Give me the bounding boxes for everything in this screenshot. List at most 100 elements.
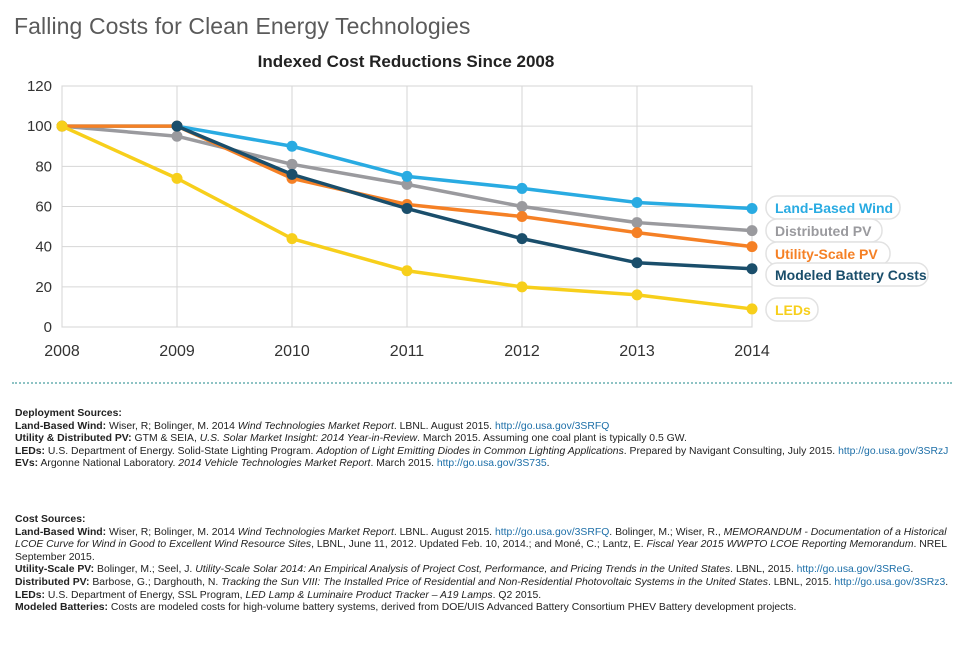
source-label: Land-Based Wind: — [15, 420, 107, 432]
source-label: Distributed PV: — [15, 576, 90, 588]
source-text: Adoption of Light Emitting Diodes in Com… — [316, 445, 624, 457]
data-point — [631, 217, 643, 229]
x-tick-label: 2013 — [619, 343, 655, 360]
source-link[interactable]: http://go.usa.gov/3S735 — [436, 458, 547, 470]
source-line: LEDs: U.S. Department of Energy. Solid-S… — [15, 446, 950, 459]
source-text: Barbose, G.; Darghouth, N. — [92, 576, 222, 588]
x-tick-label: 2011 — [390, 343, 425, 360]
source-link[interactable]: http://go.usa.gov/3SRzJ — [838, 445, 949, 457]
data-point — [171, 120, 183, 132]
chart-axes: 0 20 40 60 80 100 120 2008 2009 2010 2011 2012 2013 2… — [27, 78, 770, 360]
source-text: Wiser, R; Bolinger, M. 2014 — [109, 526, 238, 538]
source-link[interactable]: http://go.usa.gov/3SRFQ — [494, 420, 610, 432]
source-link[interactable]: http://go.usa.gov/3SReG — [796, 564, 911, 576]
source-label: EVs: — [15, 458, 39, 470]
source-text: . Prepared by Navigant Consulting, July … — [623, 445, 839, 457]
y-tick-label: 20 — [35, 279, 52, 296]
cost-sources: Cost Sources: Land-Based Wind: Wiser, R;… — [15, 514, 950, 615]
data-point — [631, 257, 643, 269]
source-text: Fiscal Year 2015 WWPTO LCOE Reporting Me… — [646, 539, 914, 551]
source-text: . — [546, 458, 550, 470]
legend-badge — [765, 262, 929, 287]
source-label: Modeled Batteries: — [15, 602, 108, 614]
chart-title: Indexed Cost Reductions Since 2008 — [258, 52, 555, 71]
legend-item: Utility-Scale PV — [765, 241, 891, 266]
section-divider — [12, 382, 952, 384]
data-point — [746, 303, 758, 315]
source-line: Modeled Batteries: Costs are modeled cos… — [15, 602, 950, 615]
chart-legend: Land-Based Wind Distributed PV Utility-Sca… — [765, 195, 929, 322]
source-text: . NREL September 2015. — [15, 539, 947, 563]
data-point — [746, 203, 758, 215]
data-point — [631, 196, 643, 208]
source-text: . — [945, 576, 949, 588]
data-point — [631, 289, 643, 301]
series-line — [175, 124, 754, 271]
source-line: Distributed PV: Barbose, G.; Darghouth, … — [15, 577, 950, 590]
x-tick-label: 2008 — [44, 343, 80, 360]
data-point — [746, 225, 758, 237]
legend-badge — [765, 297, 819, 322]
data-point — [286, 233, 298, 245]
cost-sources-heading: Cost Sources: — [15, 514, 86, 525]
legend-label: Utility-Scale PV — [775, 246, 878, 262]
chart-series — [56, 120, 758, 315]
legend-item: Land-Based Wind — [765, 195, 901, 220]
legend-label: Distributed PV — [775, 223, 872, 239]
legend-label: Land-Based Wind — [775, 200, 893, 216]
x-tick-label: 2010 — [274, 343, 310, 360]
source-link[interactable]: http://go.usa.gov/3SRFQ — [494, 526, 610, 538]
data-point — [171, 172, 183, 184]
source-text: 2014 Vehicle Technologies Market Report — [178, 458, 371, 470]
source-text: Utility-Scale Solar 2014: An Empirical A… — [195, 564, 731, 576]
line-chart: Indexed Cost Reductions Since 2008 0 20 40… — [27, 52, 929, 360]
source-line: EVs: Argonne National Laboratory. 2014 V… — [15, 458, 950, 471]
source-line: Land-Based Wind: Wiser, R; Bolinger, M. … — [15, 421, 950, 434]
source-text: MEMORANDUM - Documentation of a Historic… — [15, 526, 947, 551]
source-label: Utility & Distributed PV: — [15, 433, 132, 445]
source-text: . LBNL, 2015. — [730, 564, 797, 576]
source-text: . LBNL, 2015. — [767, 576, 835, 588]
x-tick-label: 2009 — [159, 343, 195, 360]
y-tick-label: 100 — [27, 118, 52, 135]
x-tick-label: 2012 — [504, 343, 540, 360]
y-tick-label: 80 — [35, 158, 52, 175]
data-point — [56, 120, 68, 132]
y-tick-label: 0 — [44, 319, 52, 336]
x-tick-label: 2014 — [734, 343, 770, 360]
data-point — [516, 201, 528, 212]
data-point — [286, 140, 298, 152]
data-point — [401, 178, 413, 190]
legend-item: LEDs — [765, 297, 819, 322]
source-text: U.S. Department of Energy. Solid-State L… — [47, 445, 317, 457]
source-text: Bolinger, M.; Seel, J. — [97, 564, 196, 576]
data-point — [171, 130, 183, 142]
source-line: LEDs: U.S. Department of Energy, SSL Pro… — [15, 590, 950, 603]
deployment-sources: Deployment Sources: Land-Based Wind: Wis… — [15, 408, 950, 471]
source-text: . March 2015. Assuming one coal plant is… — [417, 433, 687, 445]
source-text: Tracking the Sun VIII: The Installed Pri… — [221, 576, 768, 588]
source-line: Utility & Distributed PV: GTM & SEIA, U.… — [15, 433, 950, 446]
data-point — [286, 158, 298, 170]
source-text: LED Lamp & Luminaire Product Tracker – A… — [245, 589, 493, 601]
source-line: Utility-Scale PV: Bolinger, M.; Seel, J.… — [15, 564, 950, 577]
source-label: LEDs: — [15, 589, 46, 601]
data-point — [516, 281, 528, 293]
legend-label: LEDs — [775, 302, 811, 318]
data-point — [286, 168, 298, 180]
y-tick-label: 40 — [35, 239, 52, 256]
data-point — [401, 265, 413, 277]
source-line: Land-Based Wind: Wiser, R; Bolinger, M. … — [15, 527, 950, 565]
source-text: . LBNL. August 2015. — [393, 526, 495, 538]
deployment-sources-heading: Deployment Sources: — [15, 408, 122, 419]
y-tick-label: 60 — [35, 199, 52, 216]
y-tick-label: 120 — [27, 78, 52, 95]
source-text: . LBNL. August 2015. — [393, 420, 495, 432]
source-label: LEDs: — [15, 445, 46, 457]
data-point — [516, 233, 528, 245]
source-link[interactable]: http://go.usa.gov/3SRz3 — [834, 576, 946, 588]
legend-item: Distributed PV — [765, 218, 883, 243]
source-label: Utility-Scale PV: — [15, 564, 95, 576]
source-text: U.S. Department of Energy, SSL Program, — [47, 589, 246, 601]
source-text: Argonne National Laboratory. — [40, 458, 179, 470]
